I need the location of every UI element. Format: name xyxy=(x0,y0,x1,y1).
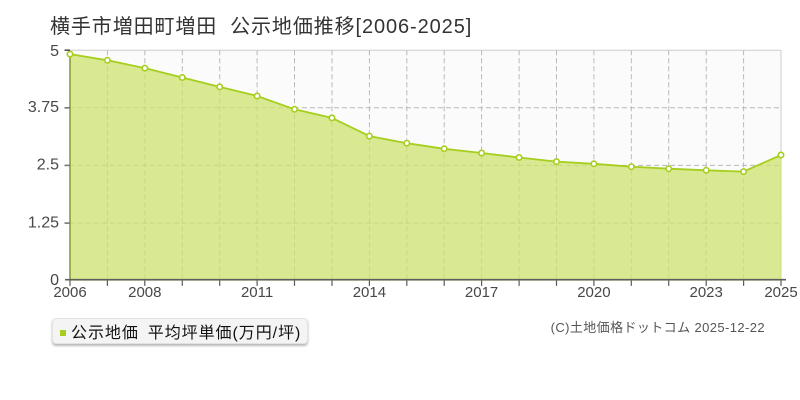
svg-text:2008: 2008 xyxy=(128,284,161,301)
svg-text:2.5: 2.5 xyxy=(37,157,59,174)
svg-text:2023: 2023 xyxy=(690,284,723,301)
svg-text:2011: 2011 xyxy=(241,284,273,301)
svg-text:2017: 2017 xyxy=(465,284,498,301)
svg-text:5: 5 xyxy=(50,43,59,60)
svg-text:2020: 2020 xyxy=(577,284,610,301)
svg-text:2006: 2006 xyxy=(53,284,86,301)
svg-text:2014: 2014 xyxy=(353,284,386,301)
svg-text:0: 0 xyxy=(50,272,59,289)
svg-text:1.25: 1.25 xyxy=(28,214,59,231)
svg-text:3.75: 3.75 xyxy=(28,99,59,116)
svg-text:2025: 2025 xyxy=(764,284,797,301)
